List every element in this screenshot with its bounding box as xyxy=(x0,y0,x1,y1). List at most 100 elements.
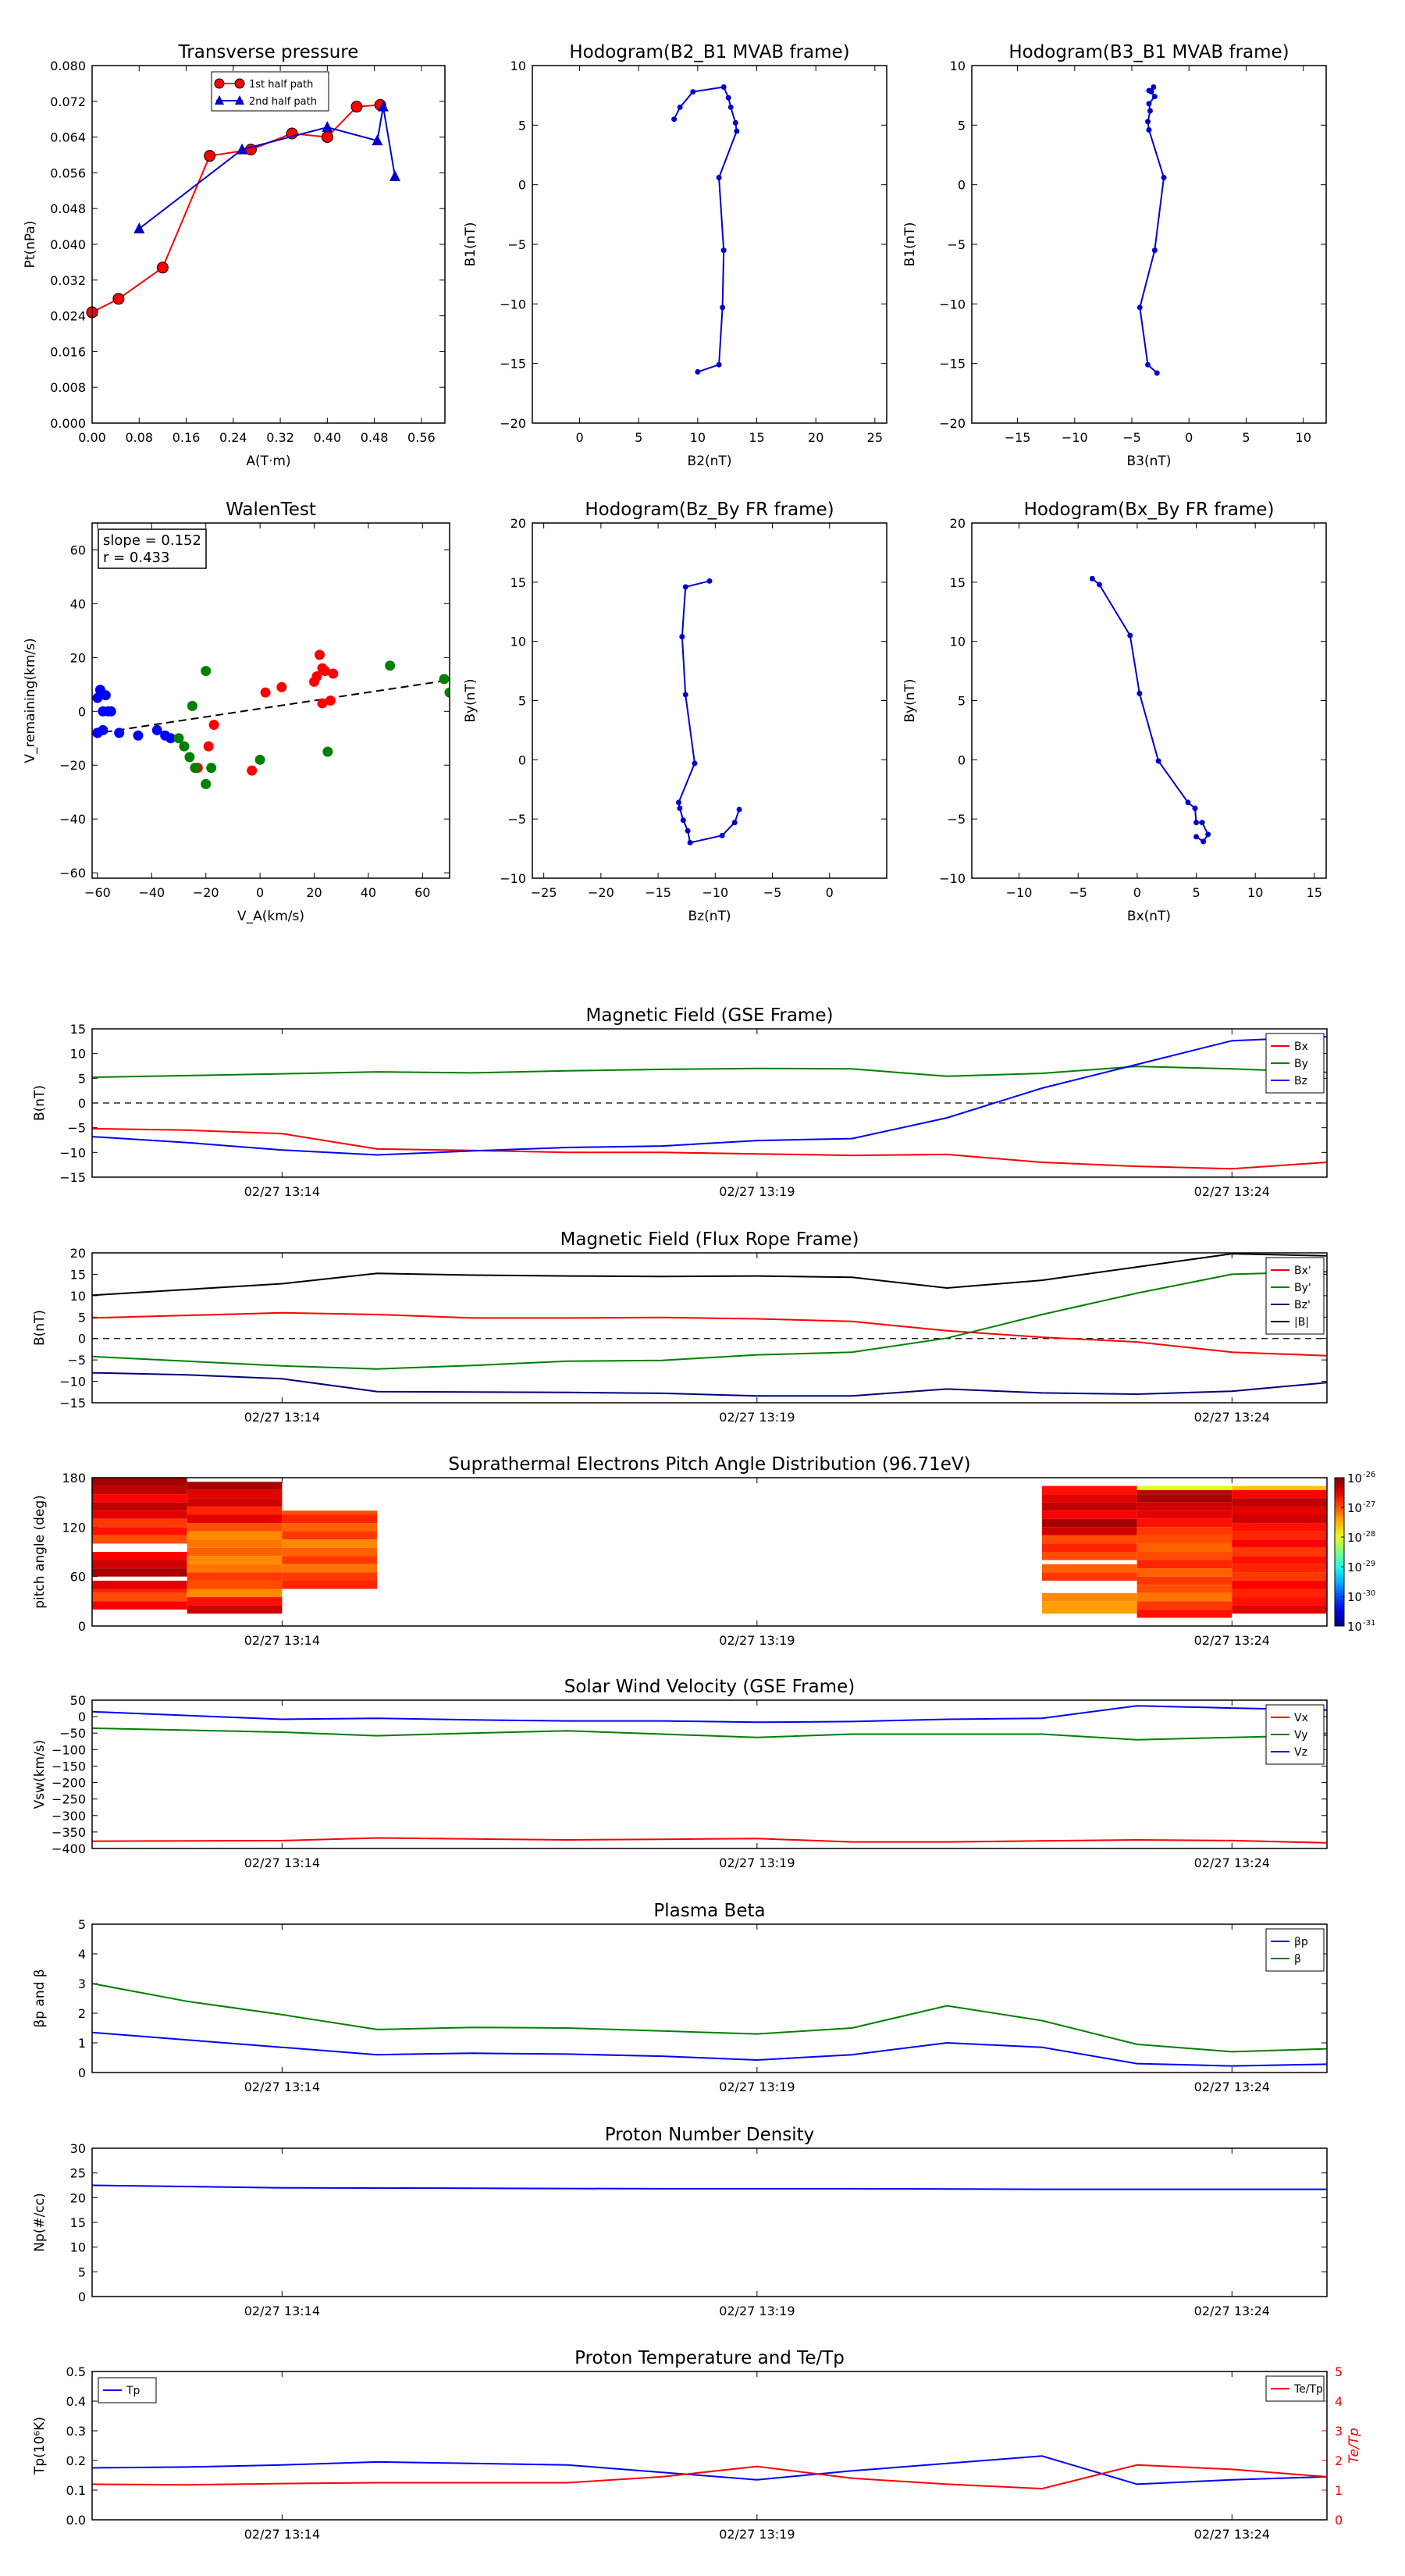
hodo4-title: Hodogram(Bx_By FR frame) xyxy=(1024,500,1275,520)
tp-panel: Proton Temperature and Te/Tp 0.0 0.1 0.2 0.3… xyxy=(32,2348,1362,2542)
y-tick-label: 1 xyxy=(78,2036,86,2051)
walen-ylabel: V_remaining(km/s) xyxy=(23,638,38,763)
x-tick-label: 25 xyxy=(867,430,883,445)
data-point xyxy=(317,698,328,709)
y-tick-label: 20 xyxy=(70,650,86,665)
y-tick-label: 3 xyxy=(78,1976,86,1991)
data-point xyxy=(325,696,336,706)
heatmap-cell xyxy=(282,1531,378,1540)
y-tick-label: 60 xyxy=(70,543,86,557)
data-point xyxy=(247,765,258,776)
data-point xyxy=(1151,247,1158,254)
series-line-By' xyxy=(92,1271,1327,1370)
data-point xyxy=(1205,831,1211,838)
walen-xlabel: V_A(km/s) xyxy=(237,909,304,924)
x-tick-label: 02/27 13:19 xyxy=(719,2304,795,2318)
heatmap-cell xyxy=(282,1572,378,1581)
x-tick-label: 15 xyxy=(1307,885,1322,900)
data-point xyxy=(187,700,197,711)
x-tick-label: 02/27 13:19 xyxy=(719,1410,795,1425)
data-point xyxy=(1154,370,1160,376)
heatmap-cell xyxy=(1041,1527,1137,1535)
data-point xyxy=(1151,84,1157,90)
colorbar-label: 10 xyxy=(1347,1471,1362,1485)
y-tick-label: −5 xyxy=(507,237,526,252)
heatmap-cell xyxy=(1041,1543,1137,1552)
x-tick-label: 02/27 13:24 xyxy=(1194,2304,1270,2318)
heatmap-cell xyxy=(187,1547,283,1557)
x-tick-label: 0 xyxy=(1133,885,1141,900)
data-point xyxy=(727,104,734,110)
data-point xyxy=(100,690,111,701)
y-tick-label: 0.008 xyxy=(50,380,86,395)
y-tick-label: −250 xyxy=(52,1792,86,1807)
np-panel: Proton Number Density 0 5 10 15 20 25 30 02/27 1… xyxy=(32,2125,1328,2318)
hodo3-ylabel: By(nT) xyxy=(463,678,478,722)
data-point xyxy=(114,728,125,738)
colorbar-exponent: -28 xyxy=(1363,1530,1375,1539)
heatmap-cell xyxy=(1136,1494,1232,1503)
pad-title: Suprathermal Electrons Pitch Angle Distr… xyxy=(448,1454,970,1475)
y2-tick-label: 0 xyxy=(1335,2513,1343,2528)
data-point xyxy=(720,247,727,254)
legend-label: Bx xyxy=(1294,1041,1308,1053)
heatmap-cell xyxy=(1136,1552,1232,1560)
hodo4-panel: Hodogram(Bx_By FR frame) −10 −5 0 5 10 15 20 −10… xyxy=(902,500,1327,924)
y-tick-label: 0.4 xyxy=(66,2394,86,2409)
heatmap-cell xyxy=(92,1478,187,1486)
heatmap-cell xyxy=(1136,1527,1232,1535)
hodo1-ylabel: B1(nT) xyxy=(463,222,478,267)
data-point xyxy=(314,649,325,660)
y-tick-label: −100 xyxy=(52,1742,86,1757)
colorbar xyxy=(1334,1477,1345,1627)
data-point xyxy=(92,728,103,738)
data-point xyxy=(389,169,400,181)
series-line-Bz' xyxy=(92,1372,1327,1397)
y-tick-label: 0.000 xyxy=(50,416,86,431)
heatmap-cell xyxy=(1136,1576,1232,1585)
heatmap-cell xyxy=(1136,1568,1232,1577)
data-point xyxy=(112,293,125,305)
heatmap-cell xyxy=(1232,1597,1327,1606)
hodo3-xlabel: Bz(nT) xyxy=(688,909,731,924)
heatmap-cell xyxy=(92,1592,187,1602)
hodo2-panel: Hodogram(B3_B1 MVAB frame) −20 −15 −10 −5 0 5 1… xyxy=(902,42,1327,469)
series-1-line xyxy=(92,104,381,313)
colorbar-label: 10 xyxy=(1347,1531,1362,1545)
series-line-0 xyxy=(92,2184,1327,2190)
bgse-panel: Magnetic Field (GSE Frame) −15 −10 −5 0 5 10 15… xyxy=(32,1005,1328,1199)
heatmap-cell xyxy=(1136,1560,1232,1569)
colorbar-label: 10 xyxy=(1347,1620,1362,1634)
y-tick-label: 5 xyxy=(958,694,966,709)
legend-label: βp xyxy=(1294,1936,1308,1948)
x-tick-label: −20 xyxy=(588,885,614,900)
colorbar-exponent: -27 xyxy=(1363,1500,1375,1509)
y-tick-label: −15 xyxy=(500,357,526,372)
y-tick-label: −10 xyxy=(500,871,526,886)
y-tick-label: 10 xyxy=(70,1047,86,1062)
data-point xyxy=(734,128,740,134)
data-point xyxy=(1145,361,1151,368)
y-tick-label: 20 xyxy=(950,516,966,531)
y-tick-label: −15 xyxy=(939,357,966,372)
data-point xyxy=(719,832,725,838)
pad-ylabel: pitch angle (deg) xyxy=(32,1495,48,1609)
heatmap-cell xyxy=(187,1580,283,1589)
pad-panel: Suprathermal Electrons Pitch Angle Distr… xyxy=(32,1454,1375,1648)
x-tick-label: 02/27 13:24 xyxy=(1194,2080,1270,2094)
y-tick-label: 0.056 xyxy=(50,165,86,180)
y-tick-label: 0 xyxy=(78,2290,86,2304)
data-point xyxy=(725,94,731,101)
data-point xyxy=(372,134,383,146)
y-tick-label: 15 xyxy=(510,575,526,590)
y-tick-label: −5 xyxy=(947,237,966,252)
colorbar-label: 10 xyxy=(1347,1501,1362,1515)
heatmap-cell xyxy=(1041,1601,1137,1614)
x-tick-label: −5 xyxy=(1122,430,1141,445)
data-point xyxy=(671,116,678,123)
heatmap-cell xyxy=(92,1552,187,1560)
heatmap-cell xyxy=(1136,1535,1232,1544)
x-tick-label: 02/27 13:14 xyxy=(244,1184,320,1199)
heatmap-cell xyxy=(92,1601,187,1610)
